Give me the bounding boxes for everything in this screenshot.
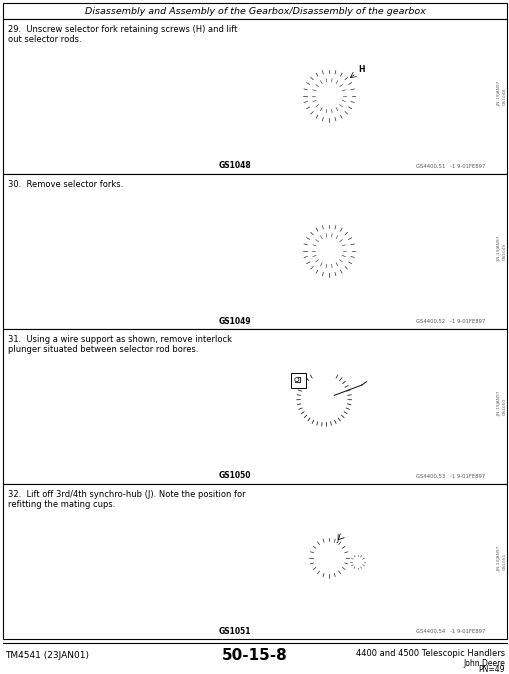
Bar <box>298 117 305 122</box>
Text: GS1050: GS1050 <box>502 398 506 415</box>
Bar <box>291 373 306 388</box>
Bar <box>313 235 318 249</box>
Bar <box>293 419 354 425</box>
Text: GS4400,52   -1 9-01FE897: GS4400,52 -1 9-01FE897 <box>415 319 484 324</box>
Bar <box>325 232 332 251</box>
Bar <box>311 117 318 122</box>
Text: GS1050: GS1050 <box>218 472 251 481</box>
Text: GS1051: GS1051 <box>502 553 506 570</box>
Bar <box>342 272 348 276</box>
Text: J: J <box>335 534 338 543</box>
Circle shape <box>310 540 347 576</box>
Bar <box>342 117 348 122</box>
Circle shape <box>322 528 335 541</box>
Bar <box>322 534 335 554</box>
Text: GS4400,54   -1 9-01FE897: GS4400,54 -1 9-01FE897 <box>415 628 484 634</box>
Bar <box>339 237 343 248</box>
Text: GS1049: GS1049 <box>502 243 506 260</box>
Bar <box>351 555 363 569</box>
Text: GS4400,53   -1 9-01FE897: GS4400,53 -1 9-01FE897 <box>415 474 484 479</box>
Text: GS1048: GS1048 <box>502 88 506 105</box>
Text: Disassembly and Assembly of the Gearbox/Disassembly of the gearbox: Disassembly and Assembly of the Gearbox/… <box>84 7 425 16</box>
Text: -JN-19JAN97: -JN-19JAN97 <box>496 235 500 261</box>
Text: -JN-19JAN97: -JN-19JAN97 <box>496 80 500 106</box>
Bar <box>353 272 360 276</box>
Bar <box>3 329 506 484</box>
Text: 32.  Lift off 3rd/4th synchro-hub (J). Note the position for
refitting the matin: 32. Lift off 3rd/4th synchro-hub (J). No… <box>8 490 245 510</box>
Circle shape <box>322 245 334 257</box>
Bar <box>3 19 506 174</box>
Text: -JN-19JAN97: -JN-19JAN97 <box>496 390 500 416</box>
Text: PN=49: PN=49 <box>477 665 504 674</box>
Text: GS4400,51   -1 9-01FE897: GS4400,51 -1 9-01FE897 <box>415 164 484 168</box>
Circle shape <box>326 93 331 98</box>
Circle shape <box>322 90 334 102</box>
Text: 29.  Unscrew selector fork retaining screws (H) and lift
out selector rods.: 29. Unscrew selector fork retaining scre… <box>8 25 237 44</box>
Text: 30.  Remove selector forks.: 30. Remove selector forks. <box>8 180 123 189</box>
Text: 4400 and 4500 Telescopic Handlers: 4400 and 4500 Telescopic Handlers <box>355 650 504 658</box>
Bar <box>313 80 318 94</box>
Bar <box>339 82 343 93</box>
Bar <box>311 272 318 276</box>
Text: H: H <box>358 65 364 74</box>
Text: GS1051: GS1051 <box>218 627 251 636</box>
Bar <box>325 77 332 96</box>
Bar <box>298 272 305 276</box>
Circle shape <box>326 248 331 253</box>
Circle shape <box>319 548 338 568</box>
Text: 31.  Using a wire support as shown, remove interlock
plunger situated between se: 31. Using a wire support as shown, remov… <box>8 335 232 355</box>
Text: -JN-10JAN97: -JN-10JAN97 <box>496 545 500 571</box>
Text: GS1049: GS1049 <box>218 317 251 326</box>
Bar <box>3 3 506 19</box>
Bar <box>3 174 506 329</box>
Text: 50-15-8: 50-15-8 <box>222 648 287 663</box>
Bar <box>3 484 506 639</box>
Text: GS1048: GS1048 <box>218 162 251 171</box>
Text: TM4541 (23JAN01): TM4541 (23JAN01) <box>5 652 89 661</box>
Bar <box>353 117 360 122</box>
Text: John Deere: John Deere <box>462 658 504 667</box>
